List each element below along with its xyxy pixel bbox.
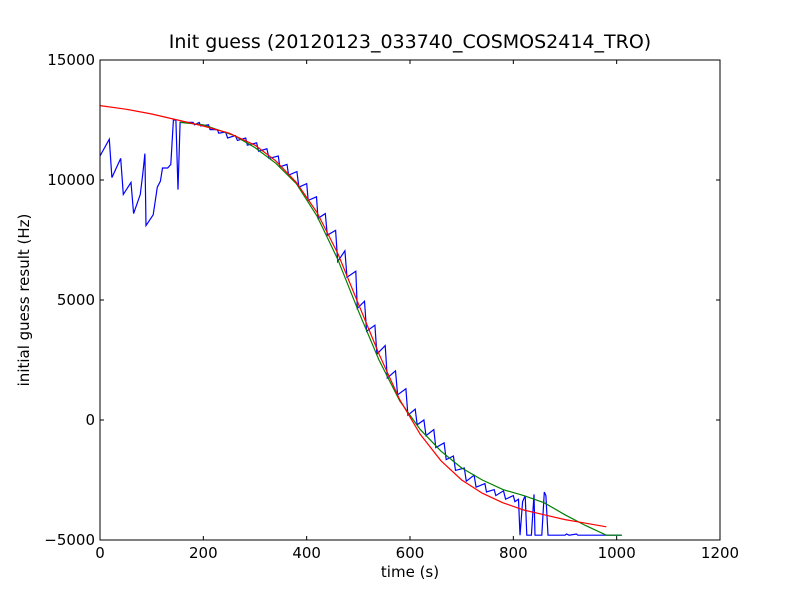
y-tick-label: 0	[85, 411, 95, 429]
series-layer	[99, 105, 622, 536]
x-tick-label: 0	[95, 544, 105, 562]
plot-frame	[99, 59, 721, 541]
ticks-layer: 0 200 400 600 800 1000 1200−500005000100001500…	[44, 51, 739, 562]
x-tick-label: 600	[396, 544, 425, 562]
x-tick-label: 1200	[701, 544, 739, 562]
series-line-3	[99, 105, 607, 528]
y-tick-label: 5000	[57, 291, 95, 309]
x-tick-label: 400	[292, 544, 321, 562]
x-axis-label: time (s)	[381, 563, 439, 581]
y-tick-label: 10000	[47, 171, 95, 189]
chart-title: Init guess (20120123_033740_COSMOS2414_T…	[169, 31, 651, 53]
y-axis-label: initial guess result (Hz)	[15, 214, 33, 387]
x-tick-label: 800	[499, 544, 528, 562]
plot-area	[100, 60, 720, 540]
x-tick-label: 200	[189, 544, 218, 562]
series-line-2	[180, 121, 622, 536]
x-tick-label: 1000	[598, 544, 636, 562]
y-tick-label: −5000	[44, 531, 95, 549]
y-tick-label: 15000	[47, 51, 95, 69]
